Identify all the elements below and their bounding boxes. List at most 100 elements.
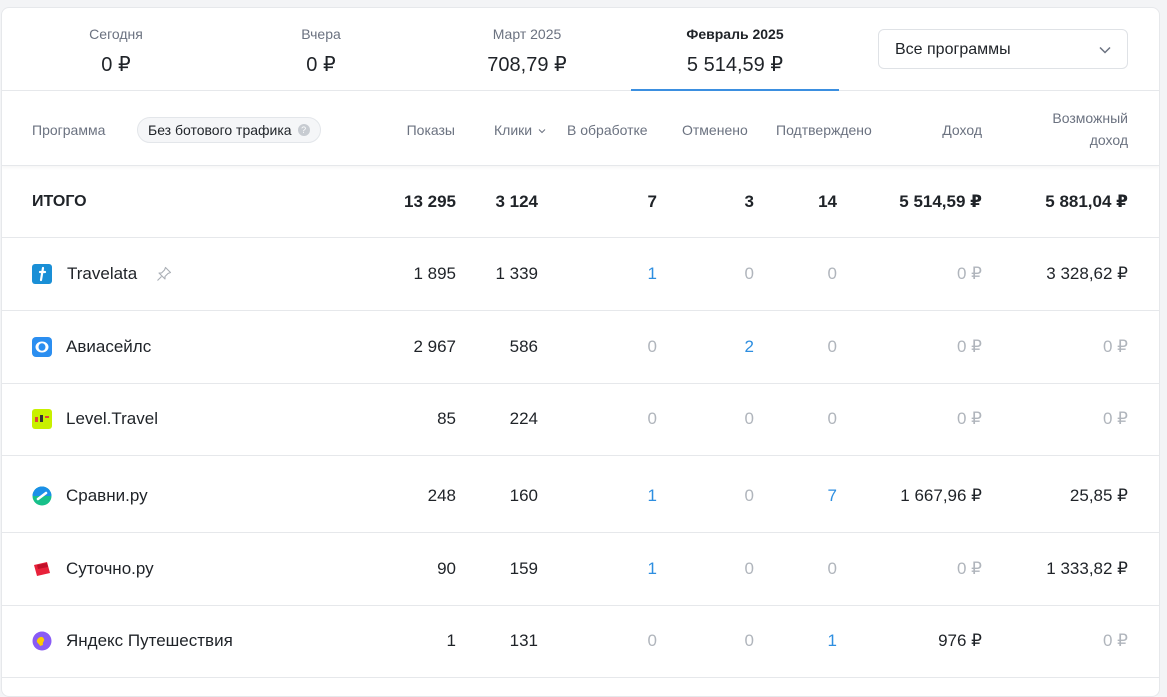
pin-icon[interactable] (156, 266, 172, 282)
tab-march-2025[interactable]: Март 2025 708,79 ₽ (438, 8, 616, 90)
level-travel-logo (32, 409, 52, 429)
confirmed-value: 0 (827, 409, 837, 428)
clicks-value: 1 339 (495, 264, 538, 283)
bot-traffic-filter[interactable]: Без ботового трафика ? (137, 117, 321, 143)
shows-value: 248 (427, 486, 456, 505)
column-cancelled[interactable]: Отменено (682, 122, 748, 138)
processing-value: 0 (647, 631, 657, 650)
column-shows[interactable]: Показы (406, 122, 455, 138)
program-name[interactable]: Яндекс Путешествия (66, 631, 233, 650)
cancelled-value: 0 (744, 264, 754, 283)
tab-label: Сегодня (89, 26, 143, 42)
program-name[interactable]: Сравни.ру (66, 486, 148, 505)
shows-value: 2 967 (413, 337, 456, 356)
tab-label: Март 2025 (492, 26, 562, 42)
sravni-logo (32, 486, 52, 506)
tab-value: 0 ₽ (101, 54, 131, 76)
processing-value[interactable]: 1 (647, 264, 657, 283)
period-tabs: Сегодня 0 ₽ Вчера 0 ₽ Март 2025 708,79 ₽… (2, 8, 1159, 91)
processing-value: 0 (647, 337, 657, 356)
possible-income-value: 0 ₽ (1103, 337, 1128, 356)
tab-value: 5 514,59 ₽ (686, 54, 784, 76)
cancelled-value[interactable]: 2 (744, 337, 754, 356)
income-value: 1 667,96 ₽ (900, 486, 982, 505)
possible-income-value: 0 ₽ (1103, 631, 1128, 650)
income-value: 0 ₽ (957, 409, 982, 428)
program-name[interactable]: Travelata (67, 264, 138, 283)
tab-yesterday[interactable]: Вчера 0 ₽ (232, 8, 410, 90)
possible-income-value: 0 ₽ (1103, 409, 1128, 428)
column-possible-income[interactable]: Возможный доход (1052, 107, 1128, 151)
shows-value: 1 895 (413, 264, 456, 283)
column-possible-income-line2: доход (1089, 132, 1128, 148)
total-possible-income: 5 881,04 ₽ (1045, 192, 1128, 211)
tab-label: Вчера (301, 26, 341, 42)
confirmed-value[interactable]: 7 (827, 486, 837, 505)
program-name[interactable]: Суточно.ру (66, 559, 154, 578)
column-processing[interactable]: В обработке (567, 122, 648, 138)
table-row[interactable]: Level.Travel 85 224 0 0 0 0 ₽ 0 ₽ (2, 383, 1159, 456)
clicks-value: 160 (509, 486, 538, 505)
tab-value: 0 ₽ (306, 54, 336, 76)
cancelled-value: 0 (744, 559, 754, 578)
clicks-value: 224 (509, 409, 538, 428)
clicks-value: 131 (509, 631, 538, 650)
cancelled-value: 0 (744, 409, 754, 428)
table-row[interactable]: Travelata 1 895 1 339 1 0 0 0 ₽ 3 328,62… (2, 238, 1159, 311)
clicks-value: 586 (509, 337, 538, 356)
table-row[interactable]: Суточно.ру 90 159 1 0 0 0 ₽ 1 333,82 ₽ (2, 533, 1159, 606)
confirmed-value: 0 (827, 264, 837, 283)
possible-income-value: 3 328,62 ₽ (1046, 264, 1128, 283)
column-income[interactable]: Доход (942, 122, 982, 138)
total-clicks: 3 124 (495, 192, 538, 211)
income-value: 0 ₽ (957, 337, 982, 356)
processing-value[interactable]: 1 (647, 559, 657, 578)
clicks-value: 159 (509, 559, 538, 578)
confirmed-value[interactable]: 1 (827, 631, 837, 650)
shows-value: 90 (437, 559, 456, 578)
table-row[interactable]: Яндекс Путешествия 1 131 0 0 1 976 ₽ 0 ₽ (2, 605, 1159, 678)
shows-value: 1 (446, 631, 456, 650)
possible-income-value: 1 333,82 ₽ (1046, 559, 1128, 578)
total-row: ИТОГО 13 295 3 124 7 3 14 5 514,59 ₽ 5 8… (2, 165, 1159, 238)
column-possible-income-line1: Возможный (1052, 110, 1128, 126)
help-icon[interactable]: ? (297, 124, 310, 136)
total-shows: 13 295 (404, 192, 456, 211)
column-clicks-sort[interactable]: Клики (494, 119, 546, 141)
income-value: 976 ₽ (938, 631, 982, 650)
program-name[interactable]: Авиасейлс (66, 337, 152, 356)
confirmed-value: 0 (827, 559, 837, 578)
tab-february-2025[interactable]: Февраль 2025 5 514,59 ₽ (631, 8, 839, 91)
shows-value: 85 (437, 409, 456, 428)
tab-label: Февраль 2025 (686, 26, 784, 42)
possible-income-value: 25,85 ₽ (1069, 486, 1128, 505)
stats-card: Сегодня 0 ₽ Вчера 0 ₽ Март 2025 708,79 ₽… (1, 7, 1160, 697)
travelata-logo (32, 264, 52, 284)
chevron-down-icon (1099, 46, 1111, 54)
income-value: 0 ₽ (957, 264, 982, 283)
sort-chevron-icon (538, 129, 546, 134)
cancelled-value: 0 (744, 631, 754, 650)
program-name[interactable]: Level.Travel (66, 409, 158, 428)
processing-value[interactable]: 1 (647, 486, 657, 505)
program-select[interactable]: Все программы (878, 29, 1128, 69)
column-program: Программа (32, 122, 106, 138)
income-value: 0 ₽ (957, 559, 982, 578)
column-confirmed[interactable]: Подтверждено (776, 122, 872, 138)
column-clicks: Клики (494, 122, 533, 138)
yandex-travel-logo (32, 631, 52, 651)
processing-value: 0 (647, 409, 657, 428)
aviasales-logo (32, 337, 52, 357)
table-row[interactable]: Сравни.ру 248 160 1 0 7 1 667,96 ₽ 25,85… (2, 460, 1159, 533)
confirmed-value: 0 (827, 337, 837, 356)
total-processing: 7 (647, 192, 657, 211)
total-cancelled: 3 (744, 192, 754, 211)
tab-value: 708,79 ₽ (487, 54, 567, 76)
sutochno-logo (34, 562, 50, 576)
tab-today[interactable]: Сегодня 0 ₽ (27, 8, 205, 90)
table-row[interactable]: Авиасейлс 2 967 586 0 2 0 0 ₽ 0 ₽ (2, 311, 1159, 384)
table-header: Программа Без ботового трафика ? Показы … (2, 90, 1159, 166)
total-income: 5 514,59 ₽ (899, 192, 982, 211)
bot-traffic-filter-label: Без ботового трафика (148, 122, 292, 138)
cancelled-value: 0 (744, 486, 754, 505)
